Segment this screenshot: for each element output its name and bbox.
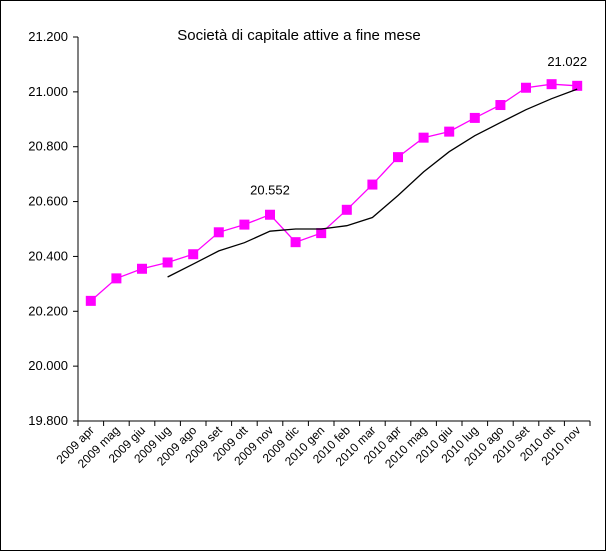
data-point bbox=[367, 179, 378, 190]
data-point bbox=[469, 112, 480, 123]
y-tick-label: 21.000 bbox=[28, 84, 68, 99]
data-point bbox=[316, 228, 327, 239]
data-point bbox=[572, 80, 583, 91]
y-tick-label: 20.200 bbox=[28, 303, 68, 318]
data-point bbox=[495, 100, 506, 111]
data-point bbox=[521, 82, 531, 93]
y-tick-label: 20.800 bbox=[28, 139, 68, 154]
data-point bbox=[85, 295, 96, 306]
data-point bbox=[341, 204, 352, 215]
data-label: 21.022 bbox=[547, 54, 587, 69]
data-point bbox=[213, 227, 224, 238]
data-label: 20.552 bbox=[250, 183, 290, 198]
data-point bbox=[393, 152, 403, 163]
y-tick-label: 20.400 bbox=[28, 248, 68, 263]
data-point bbox=[137, 263, 147, 274]
data-point bbox=[418, 132, 429, 143]
data-point bbox=[546, 79, 557, 90]
data-point bbox=[188, 249, 199, 260]
data-point bbox=[162, 257, 173, 268]
y-tick-label: 20.600 bbox=[28, 194, 68, 209]
series-line-1 bbox=[167, 88, 578, 278]
y-tick-label: 19.800 bbox=[28, 413, 68, 428]
chart-title: Società di capitale attive a fine mese bbox=[177, 27, 421, 44]
series-line-0 bbox=[90, 83, 578, 302]
data-point bbox=[265, 209, 275, 220]
y-tick-label: 21.200 bbox=[28, 29, 68, 44]
data-point bbox=[111, 273, 122, 284]
data-point bbox=[239, 219, 250, 230]
y-tick-label: 20.000 bbox=[28, 358, 68, 373]
data-point bbox=[444, 126, 455, 137]
data-point bbox=[290, 237, 301, 248]
